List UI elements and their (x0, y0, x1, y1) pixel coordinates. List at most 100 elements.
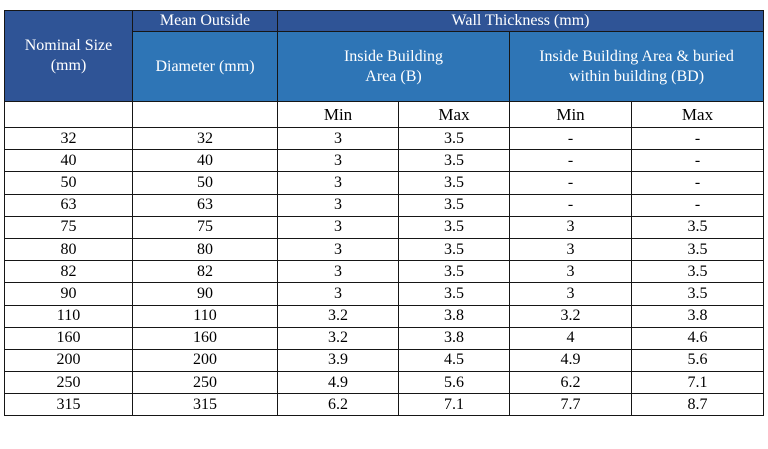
cell-nominal: 110 (4, 304, 133, 328)
table-row: 80 80 3 3.5 3 3.5 (4, 237, 765, 262)
cell-nominal: 40 (4, 149, 133, 173)
cell-bd-min: - (509, 193, 632, 217)
table-row: 82 82 3 3.5 3 3.5 (4, 260, 765, 284)
cell-b-min: 3 (277, 215, 399, 239)
cell-diameter: 80 (132, 237, 278, 262)
table-body: 32 32 3 3.5- -40 40 3 3.5- -50 50 3 3.5- -63 63 3 3.5- -… (4, 126, 765, 417)
cell-bd-min: 6.2 (509, 371, 632, 395)
cell-b-max: 3.8 (398, 304, 510, 328)
cell-bd-min: 3.2 (509, 304, 632, 328)
cell-bd-min: 3 (509, 260, 632, 284)
cell-bd-min: - (509, 171, 632, 195)
cell-b-max: 3.5 (398, 260, 510, 284)
cell-b-min: 3.2 (277, 326, 399, 350)
header-empty-cell (4, 101, 133, 128)
table-row: 110 110 3.2 3.8 3.2 3.8 (4, 304, 765, 328)
cell-bd-min: 3 (509, 215, 632, 239)
cell-diameter: 315 (132, 393, 278, 417)
cell-bd-min: 7.7 (509, 393, 632, 417)
table-row: 63 63 3 3.5- - (4, 193, 765, 217)
cell-diameter: 160 (132, 326, 278, 350)
table-row: 75 75 3 3.5 3 3.5 (4, 215, 765, 239)
cell-nominal: 160 (4, 326, 133, 350)
table-row: 90 90 3 3.5 3 3.5 (4, 282, 765, 306)
header-row-top: Nominal Size (mm) Mean Outside Wall Thic… (4, 10, 765, 102)
cell-b-min: 3 (277, 282, 399, 306)
cell-b-max: 3.5 (398, 237, 510, 262)
cell-bd-min: 4 (509, 326, 632, 350)
cell-bd-max: - (630, 193, 765, 217)
cell-bd-max: - (630, 171, 765, 195)
cell-diameter: 110 (132, 304, 278, 328)
cell-b-max: 3.5 (398, 193, 510, 217)
cell-bd-max: 3.5 (630, 282, 765, 306)
cell-diameter: 40 (132, 149, 278, 173)
header-row-sub: Diameter (mm) Inside Building Area (B) I… (5, 31, 765, 102)
cell-diameter: 75 (132, 215, 278, 239)
cell-nominal: 200 (4, 348, 133, 373)
header-empty-cell (132, 101, 278, 128)
cell-bd-min: 3 (509, 282, 632, 306)
cell-bd-min: - (509, 126, 632, 151)
cell-b-min: 3 (277, 260, 399, 284)
cell-nominal: 32 (4, 126, 133, 151)
cell-bd-min: - (509, 149, 632, 173)
cell-bd-max: 7.1 (630, 371, 765, 395)
table-row: 50 50 3 3.5- - (4, 171, 765, 195)
cell-b-max: 3.5 (398, 126, 510, 151)
cell-bd-min: 4.9 (509, 348, 632, 373)
table-row: 250 250 4.9 5.6 6.2 7.1 (4, 371, 765, 395)
header-max-b: Max (398, 101, 510, 128)
cell-diameter: 63 (132, 193, 278, 217)
cell-bd-max: 3.8 (630, 304, 765, 328)
cell-b-max: 3.5 (398, 282, 510, 306)
cell-b-max: 7.1 (398, 393, 510, 417)
cell-b-min: 3 (277, 171, 399, 195)
header-min-bd: Min (509, 101, 632, 128)
cell-bd-max: - (630, 149, 765, 173)
header-inside-building-b: Inside Building Area (B) (277, 31, 510, 102)
cell-diameter: 50 (132, 171, 278, 195)
cell-diameter: 82 (132, 260, 278, 284)
cell-bd-max: - (630, 126, 765, 151)
pipe-wall-thickness-table: Nominal Size (mm) Mean Outside Wall Thic… (4, 10, 765, 417)
cell-bd-max: 3.5 (630, 215, 765, 239)
cell-nominal: 80 (4, 237, 133, 262)
cell-b-min: 3.2 (277, 304, 399, 328)
cell-b-max: 4.5 (398, 348, 510, 373)
header-row-minmax: Min Max Min Max (4, 101, 765, 128)
cell-b-max: 3.8 (398, 326, 510, 350)
cell-diameter: 90 (132, 282, 278, 306)
cell-diameter: 200 (132, 348, 278, 373)
header-diameter: Diameter (mm) (132, 31, 278, 102)
cell-nominal: 315 (4, 393, 133, 417)
cell-nominal: 82 (4, 260, 133, 284)
cell-diameter: 32 (132, 126, 278, 151)
cell-b-min: 3 (277, 237, 399, 262)
cell-b-min: 6.2 (277, 393, 399, 417)
cell-b-min: 3 (277, 126, 399, 151)
cell-nominal: 63 (4, 193, 133, 217)
header-nominal-size: Nominal Size (mm) (4, 10, 133, 102)
table-header-section: Nominal Size (mm) Mean Outside Wall Thic… (4, 10, 765, 128)
cell-nominal: 250 (4, 371, 133, 395)
cell-b-max: 5.6 (398, 371, 510, 395)
cell-bd-max: 8.7 (630, 393, 765, 417)
header-max-bd: Max (630, 101, 765, 128)
table-row: 40 40 3 3.5- - (4, 149, 765, 173)
cell-bd-max: 5.6 (630, 348, 765, 373)
cell-bd-max: 3.5 (630, 237, 765, 262)
cell-bd-max: 4.6 (630, 326, 765, 350)
cell-b-min: 4.9 (277, 371, 399, 395)
cell-b-min: 3.9 (277, 348, 399, 373)
cell-nominal: 75 (4, 215, 133, 239)
cell-bd-min: 3 (509, 237, 632, 262)
table-row: 200 200 3.9 4.5 4.9 5.6 (4, 348, 765, 373)
cell-nominal: 90 (4, 282, 133, 306)
cell-b-min: 3 (277, 193, 399, 217)
cell-nominal: 50 (4, 171, 133, 195)
table-row: 160 160 3.2 3.8 4 4.6 (4, 326, 765, 350)
table-row: 315 315 6.2 7.1 7.7 8.7 (4, 393, 765, 417)
header-inside-building-bd: Inside Building Area & buried within bui… (508, 31, 765, 102)
cell-b-max: 3.5 (398, 149, 510, 173)
